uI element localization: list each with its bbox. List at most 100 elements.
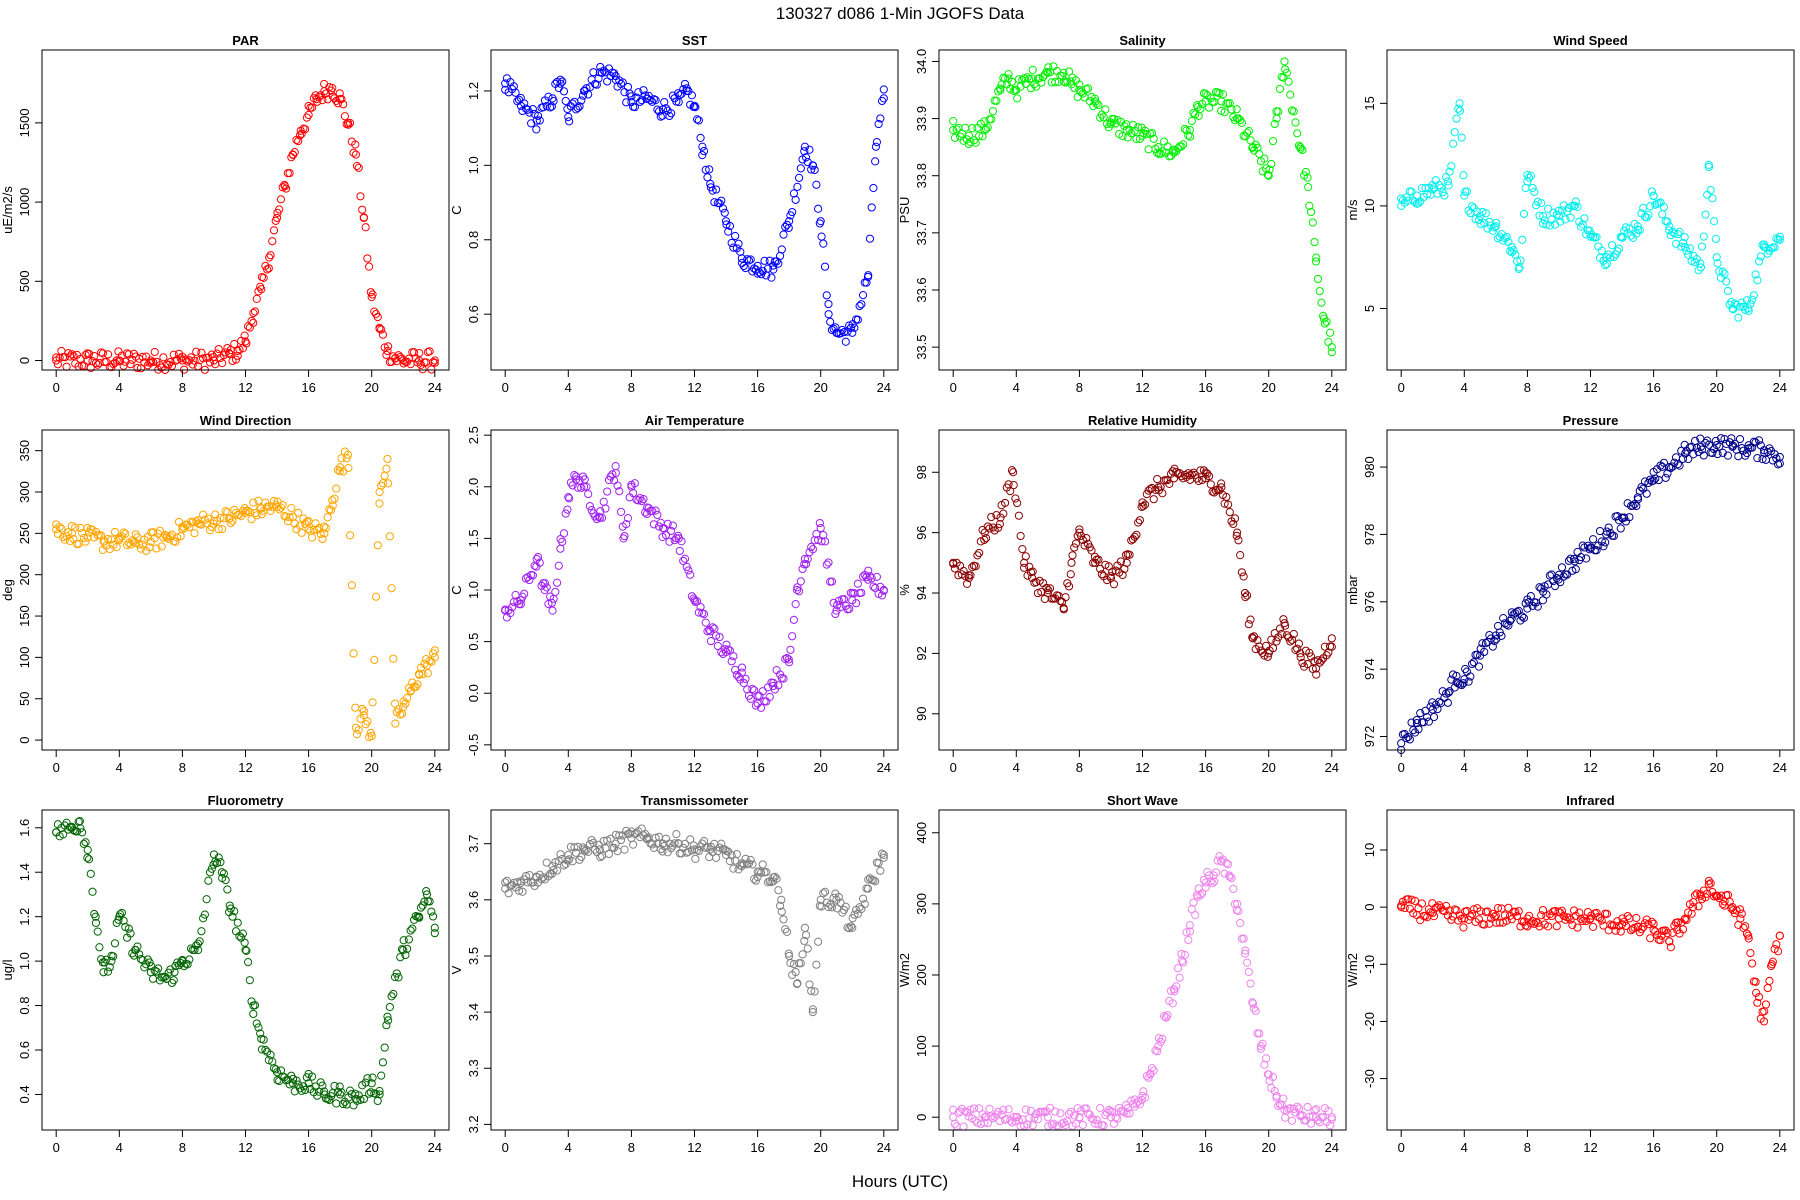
data-point: [762, 867, 771, 877]
data-point: [729, 652, 738, 661]
data-point: [975, 548, 984, 558]
data-point: [952, 1122, 961, 1131]
data-point: [271, 216, 280, 225]
data-point: [1158, 489, 1167, 498]
data-point: [214, 525, 223, 534]
data-point: [677, 89, 686, 98]
x-tick-label: 24: [877, 760, 891, 775]
data-point: [756, 868, 766, 877]
data-point: [1153, 474, 1162, 484]
data-point: [430, 923, 439, 932]
data-point: [110, 527, 120, 537]
data-point: [1013, 498, 1022, 508]
data-point: [1467, 202, 1477, 211]
data-point: [1483, 907, 1492, 916]
data-point: [1455, 106, 1465, 115]
data-point: [1621, 223, 1631, 232]
data-point: [857, 300, 866, 309]
data-point: [781, 925, 790, 934]
data-point: [1154, 1041, 1163, 1051]
x-tick-label: 0: [950, 760, 957, 775]
data-point: [1407, 718, 1416, 727]
data-point: [1170, 987, 1179, 996]
data-point: [734, 239, 743, 248]
data-point: [1099, 1121, 1108, 1130]
data-point: [1511, 907, 1520, 916]
data-point: [950, 1119, 960, 1128]
data-point: [351, 703, 360, 712]
data-point: [1104, 123, 1113, 132]
data-point: [1196, 466, 1205, 475]
data-point: [373, 1096, 382, 1106]
data-point: [1109, 580, 1119, 589]
data-point: [1621, 921, 1631, 930]
x-tick-label: 0: [1398, 380, 1405, 395]
data-point: [1685, 244, 1695, 253]
data-point: [794, 587, 804, 596]
data-point: [1059, 605, 1068, 614]
data-point: [1542, 590, 1551, 599]
data-point: [245, 323, 254, 332]
data-point: [786, 958, 795, 968]
data-point: [651, 96, 660, 105]
data-point: [1255, 1029, 1264, 1038]
data-point: [814, 937, 823, 946]
x-tick-label: 20: [364, 380, 378, 395]
data-point: [1588, 535, 1598, 544]
data-point: [578, 91, 588, 100]
data-point: [656, 112, 665, 121]
data-point: [577, 96, 586, 105]
data-point: [1421, 184, 1430, 193]
data-point: [1673, 230, 1682, 239]
y-tick-label: 10: [1362, 843, 1377, 857]
data-point: [800, 923, 810, 932]
data-point: [307, 1072, 317, 1081]
x-tick-label: 20: [1261, 760, 1275, 775]
data-point: [563, 856, 572, 865]
data-point: [563, 505, 572, 514]
data-point: [1609, 531, 1618, 541]
data-point: [520, 589, 529, 598]
data-point: [285, 168, 294, 178]
data-point: [720, 645, 729, 654]
data-point: [1687, 256, 1696, 266]
data-point: [1704, 880, 1713, 889]
x-tick-label: 24: [877, 1140, 891, 1155]
data-point: [332, 1099, 341, 1108]
y-tick-label: 50: [17, 691, 32, 705]
data-point: [1473, 207, 1482, 216]
data-point: [335, 89, 344, 98]
data-point: [1447, 675, 1456, 684]
data-point: [1185, 921, 1194, 930]
x-tick-label: 8: [628, 1140, 635, 1155]
data-point: [1082, 85, 1091, 94]
x-axis-label: Hours (UTC): [852, 1172, 948, 1191]
data-point: [53, 360, 63, 369]
data-point: [824, 310, 833, 319]
data-point: [396, 953, 405, 962]
data-point: [276, 503, 286, 512]
data-point: [1748, 295, 1757, 304]
data-point: [508, 603, 517, 612]
data-point: [1741, 305, 1750, 315]
data-point: [1772, 940, 1781, 949]
data-point: [646, 96, 655, 105]
panel-title: Fluorometry: [208, 793, 285, 808]
x-tick-label: 4: [1461, 1140, 1468, 1155]
data-point: [1710, 217, 1719, 226]
data-point: [1673, 918, 1682, 927]
data-point: [290, 519, 299, 528]
data-point: [408, 924, 417, 933]
data-point: [1616, 927, 1625, 936]
data-point: [810, 987, 819, 996]
data-point: [266, 251, 275, 260]
data-point: [204, 514, 213, 523]
data-point: [1082, 1104, 1091, 1113]
data-point: [1004, 1105, 1013, 1114]
data-point: [1204, 472, 1214, 481]
x-tick-label: 4: [1461, 760, 1468, 775]
data-point: [672, 830, 681, 839]
data-point: [1184, 131, 1193, 140]
data-point: [1554, 907, 1563, 916]
data-point: [788, 632, 797, 641]
